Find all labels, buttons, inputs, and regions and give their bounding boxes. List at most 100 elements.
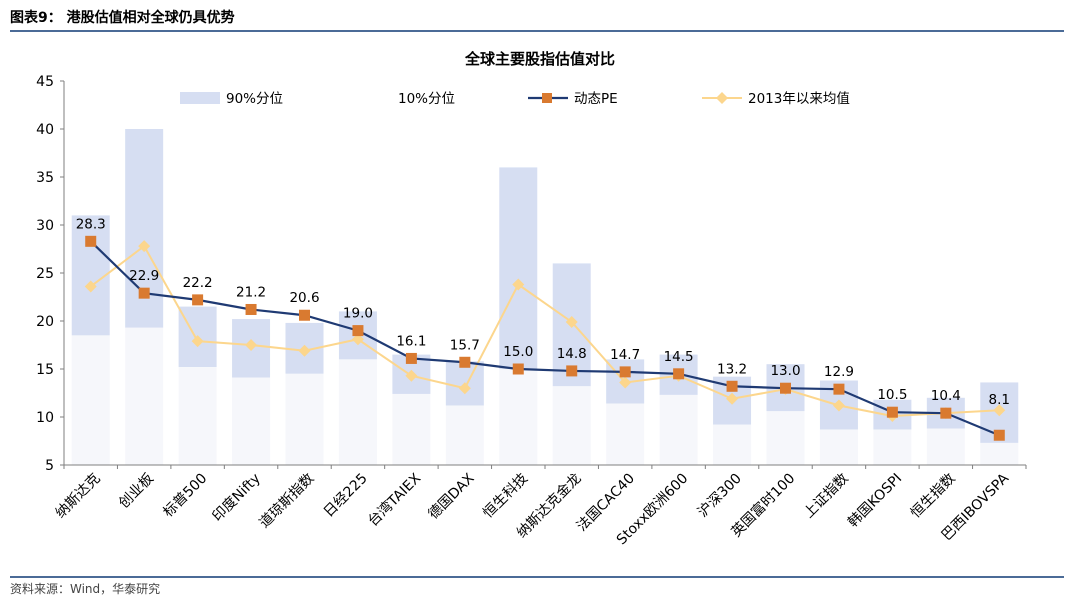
- pe-data-label: 22.2: [183, 275, 213, 291]
- y-tick-label: 15: [36, 362, 54, 378]
- band-base: [125, 327, 164, 465]
- y-tick-label: 30: [36, 218, 54, 234]
- band-base: [445, 405, 484, 465]
- mean-line: [90, 244, 1000, 418]
- mean-point: [993, 404, 1006, 417]
- bottom-rule: [10, 576, 1064, 578]
- legend-swatch-pe-marker: [542, 93, 552, 103]
- pe-data-label: 14.5: [664, 349, 694, 365]
- legend-label-mean: 2013年以来均值: [748, 91, 850, 107]
- mean-point: [84, 280, 97, 293]
- pe-data-label: 14.7: [610, 347, 640, 363]
- band-base: [873, 429, 912, 465]
- x-tick-label: 沪深300: [695, 471, 745, 521]
- x-tick-label: 纳斯达克: [53, 471, 104, 522]
- mean-point: [726, 392, 739, 405]
- mean-point: [832, 399, 845, 412]
- x-tick-label: 德国DAX: [426, 470, 478, 522]
- pe-comparison-chart: 全球主要股指估值对比 5 10 15 20 25 30 35 40 45 28.3 22.9 22.2 2…: [36, 50, 1027, 548]
- chart-title: 全球主要股指估值对比: [464, 50, 615, 68]
- pe-point: [352, 325, 364, 337]
- y-tick-label: 25: [36, 266, 54, 282]
- pe-point: [245, 303, 257, 315]
- x-tick-label: 印度Nifty: [210, 471, 264, 525]
- band-base: [285, 373, 324, 465]
- mean-point: [191, 335, 204, 348]
- pe-data-label: 20.6: [289, 290, 319, 306]
- mean-point: [405, 369, 418, 382]
- pe-data-label: 12.9: [824, 364, 854, 380]
- y-tick-label: 20: [36, 314, 54, 330]
- pe-data-label: 19.0: [343, 306, 373, 322]
- pe-data-label: 21.2: [236, 284, 266, 300]
- top-rule: [10, 30, 1064, 32]
- pe-data-label: 15.7: [450, 337, 480, 353]
- pe-point: [85, 235, 97, 247]
- pe-point: [833, 383, 845, 395]
- y-tick-label: 5: [45, 458, 54, 474]
- x-tick-label: 标普500: [160, 471, 210, 521]
- band-base: [232, 377, 271, 465]
- mean-point: [619, 376, 632, 389]
- band-base: [926, 428, 965, 465]
- pe-point: [512, 363, 524, 375]
- pe-line: [89, 240, 1000, 437]
- band-base: [606, 403, 645, 465]
- figure-title: 图表9： 港股估值相对全球仍具优势: [10, 10, 235, 26]
- pe-data-label: 15.0: [503, 344, 533, 360]
- pe-point: [138, 287, 150, 299]
- pe-point: [459, 356, 471, 368]
- band-base: [178, 367, 217, 465]
- pe-point: [619, 366, 631, 378]
- pe-point: [993, 429, 1005, 441]
- x-tick-label: 创业板: [116, 471, 157, 512]
- band-base: [71, 335, 110, 465]
- pe-point: [780, 382, 791, 394]
- x-tick-label: 日经225: [321, 471, 371, 521]
- x-tick-label: 上证指数: [801, 471, 852, 522]
- mean-point: [565, 315, 578, 328]
- pe-data-label: 16.1: [396, 333, 426, 349]
- mean-point: [138, 240, 151, 253]
- pe-data-label: 22.9: [129, 268, 159, 284]
- source-note: 资料来源：Wind，华泰研究: [10, 582, 161, 596]
- pe-point: [299, 309, 310, 321]
- pe-data-label: 13.2: [717, 361, 747, 377]
- pe-point: [566, 365, 578, 377]
- band-base: [766, 411, 805, 465]
- x-tick-label: 道琼斯指数: [257, 471, 318, 532]
- legend-label-pe: 动态PE: [574, 91, 618, 107]
- y-tick-label: 45: [36, 74, 54, 90]
- band-base: [713, 424, 752, 465]
- pe-data-label: 13.0: [770, 363, 800, 379]
- band-base: [338, 359, 377, 465]
- pe-point: [726, 380, 738, 392]
- x-tick-label: 韩国KOSPI: [845, 471, 905, 531]
- x-tick-label: 台湾TAIEX: [364, 470, 424, 530]
- y-tick-label: 10: [36, 410, 54, 426]
- pe-data-label: 8.1: [989, 392, 1010, 408]
- band-base: [980, 442, 1019, 465]
- figure-header: 图表9： 港股估值相对全球仍具优势: [10, 6, 1070, 34]
- mean-point: [298, 344, 311, 357]
- legend-swatch-band-top: [180, 92, 220, 104]
- band-base: [392, 393, 431, 465]
- pe-data-label: 14.8: [557, 346, 587, 362]
- pe-data-label: 10.4: [931, 388, 961, 404]
- band-base: [552, 386, 591, 465]
- legend-swatch-mean-marker: [716, 92, 728, 104]
- band-bar: [499, 167, 538, 369]
- band-base: [819, 429, 858, 465]
- legend-label-band-top: 90%分位: [226, 91, 283, 107]
- pe-point: [673, 368, 685, 380]
- band-base: [659, 394, 698, 465]
- y-tick-label: 35: [36, 170, 54, 186]
- mean-point: [351, 333, 364, 346]
- y-tick-label: 40: [36, 122, 54, 138]
- pe-point: [940, 407, 952, 419]
- mean-point: [458, 382, 471, 395]
- band-base: [499, 369, 538, 465]
- band-bar: [71, 215, 110, 336]
- mean-point: [512, 278, 525, 291]
- x-tick-label: 恒生科技: [480, 471, 531, 522]
